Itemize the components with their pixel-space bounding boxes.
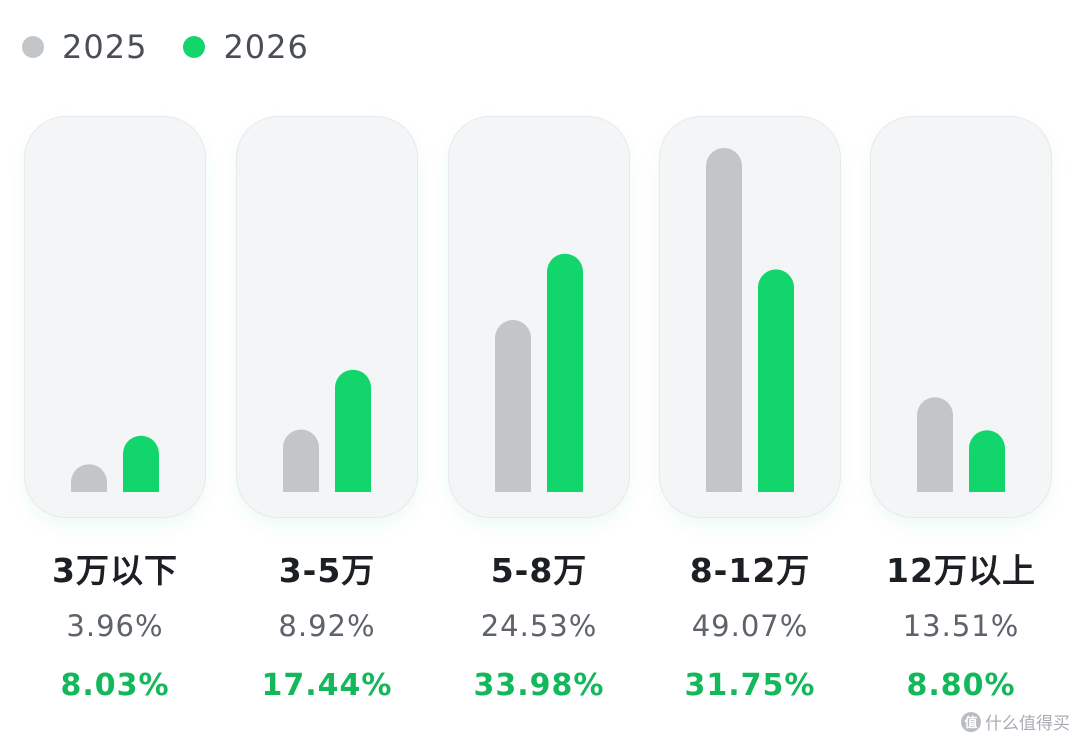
- bar-2025-3: [706, 148, 742, 492]
- bar-2025-4: [917, 397, 953, 492]
- value-label-2025: 13.51%: [902, 609, 1020, 643]
- bar-2026-3: [758, 269, 794, 492]
- value-label-2025: 49.07%: [691, 609, 809, 643]
- bar-2025-2: [495, 320, 531, 492]
- watermark-logo-icon: 值: [961, 711, 981, 732]
- value-label-2025: 24.53%: [480, 609, 598, 643]
- watermark: 值 什么值得买: [961, 709, 1070, 734]
- category-label: 12万以上: [886, 551, 1036, 590]
- value-label-2026: 31.75%: [684, 668, 816, 703]
- bar-card: [448, 116, 630, 518]
- bar-2025-0: [71, 464, 107, 492]
- bar-2026-4: [969, 430, 1005, 492]
- bar-card: [236, 116, 418, 518]
- category-label: 3万以下: [52, 551, 178, 590]
- value-label-2025: 3.96%: [66, 609, 164, 643]
- category-label: 5-8万: [490, 551, 588, 590]
- watermark-text: 什么值得买: [985, 714, 1070, 734]
- legend-dot-2026: [183, 36, 206, 58]
- bar-card: [870, 116, 1052, 518]
- bar-card: [659, 116, 841, 518]
- legend-label-2025: 2025: [62, 28, 148, 66]
- category-label: 8-12万: [689, 551, 811, 590]
- legend-dot-2025: [22, 36, 44, 58]
- value-label-2026: 8.80%: [906, 668, 1016, 703]
- bar-2026-2: [547, 253, 583, 492]
- legend-label-2026: 2026: [223, 28, 309, 66]
- value-label-2026: 33.98%: [473, 668, 605, 703]
- bar-2026-0: [123, 435, 159, 492]
- legend-item-2025: 2025: [22, 28, 147, 66]
- value-label-2026: 8.03%: [60, 668, 170, 703]
- bar-2026-1: [335, 369, 371, 492]
- bar-2025-1: [283, 429, 319, 492]
- value-label-2026: 17.44%: [261, 668, 393, 703]
- value-label-2025: 8.92%: [278, 609, 376, 643]
- legend-item-2026: 2026: [183, 28, 308, 66]
- legend: 2025 2026: [22, 28, 309, 66]
- bar-card: [24, 116, 206, 518]
- category-label: 3-5万: [278, 551, 376, 590]
